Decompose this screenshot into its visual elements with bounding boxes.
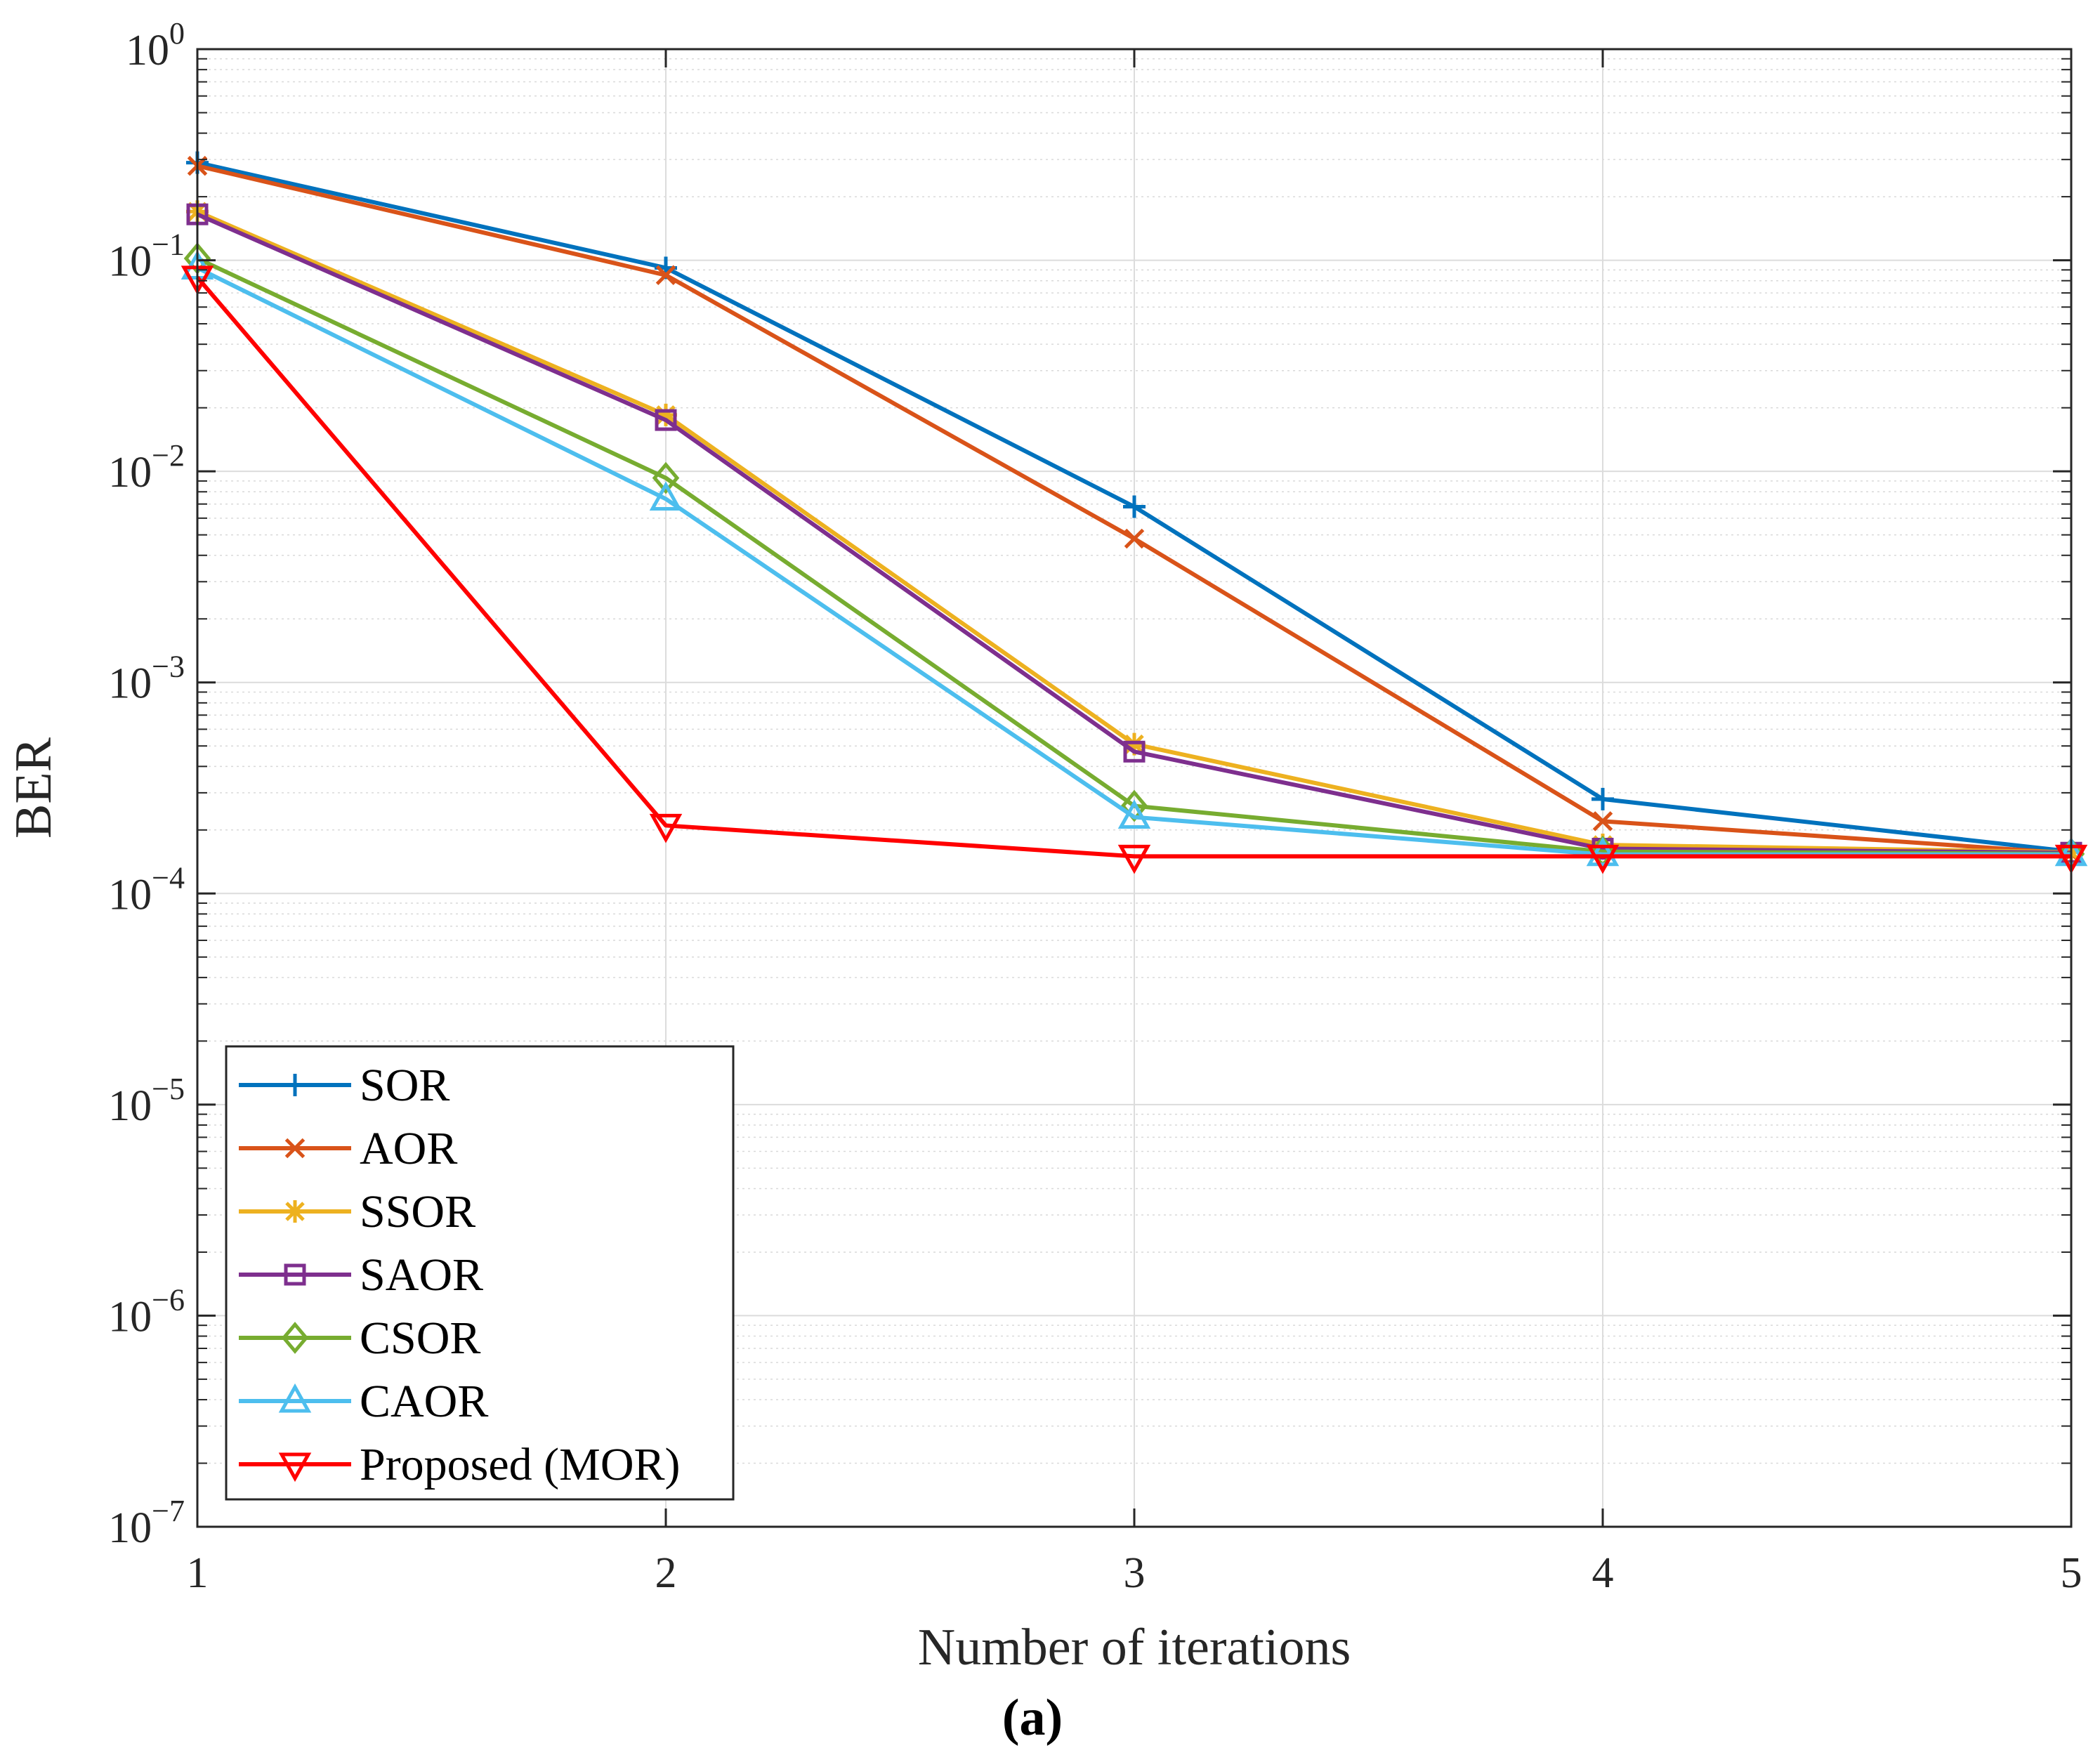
x-axis-title: Number of iterations — [918, 1619, 1351, 1676]
data-point-proposed-mor — [1586, 844, 1620, 874]
data-point-caor — [649, 481, 683, 511]
legend-item-proposed-mor: Proposed (MOR) — [239, 1439, 681, 1490]
y-tick-exponent: −2 — [152, 438, 185, 473]
y-tick-base: 10 — [108, 1504, 152, 1552]
y-tick-exponent: −5 — [152, 1072, 185, 1106]
y-tick-label: 10−2 — [108, 438, 185, 497]
legend-label: SSOR — [360, 1186, 475, 1237]
data-point-saor — [655, 409, 677, 431]
legend-marker — [284, 1263, 306, 1286]
legend-item-caor: CAOR — [239, 1376, 488, 1427]
data-point-aor — [1592, 811, 1613, 832]
data-point-caor — [1117, 799, 1151, 829]
legend-marker — [278, 1452, 312, 1483]
x-tick-label: 3 — [1124, 1549, 1146, 1597]
y-tick-base: 10 — [108, 1293, 152, 1341]
data-point-aor — [655, 265, 676, 286]
legend-item-ssor: SSOR — [239, 1186, 475, 1237]
y-tick-exponent: −4 — [152, 860, 185, 895]
x-tick-label: 4 — [1592, 1549, 1614, 1597]
legend-label: Proposed (MOR) — [360, 1439, 681, 1490]
y-tick-label: 10−3 — [108, 650, 185, 708]
y-tick-base: 10 — [108, 449, 152, 497]
legend-marker — [278, 1383, 312, 1413]
legend-marker — [284, 1074, 306, 1096]
y-tick-label: 10−6 — [108, 1282, 185, 1341]
legend: SOR AOR SSOR SAOR CSOR CAOR Proposed (MOR) — [225, 1045, 735, 1501]
x-tick-label: 5 — [2061, 1549, 2082, 1597]
data-point-saor — [1123, 740, 1146, 763]
y-tick-base: 10 — [108, 1082, 152, 1130]
y-tick-label: 10−7 — [108, 1494, 185, 1552]
legend-label: CSOR — [360, 1313, 480, 1364]
y-tick-exponent: −6 — [152, 1282, 185, 1317]
legend-marker — [281, 1322, 309, 1354]
y-tick-label: 100 — [126, 16, 185, 74]
series-line-saor — [196, 212, 2072, 855]
legend-label: CAOR — [360, 1376, 488, 1427]
x-tick-label: 2 — [655, 1549, 677, 1597]
y-axis-title: BER — [5, 737, 63, 839]
data-point-aor — [1124, 528, 1145, 549]
legend-label: SAOR — [360, 1249, 483, 1301]
y-tick-label: 10−1 — [108, 228, 185, 286]
legend-label: SOR — [360, 1060, 449, 1111]
y-tick-base: 10 — [126, 27, 169, 74]
y-tick-base: 10 — [108, 871, 152, 919]
figure-caption: (a) — [1002, 1689, 1063, 1747]
y-tick-exponent: 0 — [169, 16, 185, 51]
data-point-sor — [1123, 495, 1146, 518]
legend-marker — [284, 1138, 306, 1159]
y-tick-label: 10−4 — [108, 860, 185, 919]
legend-item-aor: AOR — [239, 1123, 457, 1174]
data-point-proposed-mor — [649, 813, 683, 843]
y-tick-base: 10 — [108, 660, 152, 708]
x-tick-label: 1 — [187, 1549, 209, 1597]
y-tick-exponent: −3 — [152, 650, 185, 684]
series-line-proposed-mor — [195, 275, 2071, 859]
data-point-caor — [1586, 836, 1620, 867]
legend-label: AOR — [360, 1123, 457, 1174]
legend-marker — [284, 1200, 306, 1223]
data-point-proposed-mor — [1117, 844, 1151, 874]
y-tick-exponent: −7 — [152, 1494, 185, 1528]
legend-item-sor: SOR — [239, 1060, 449, 1111]
x-tick-labels: 1 2 3 4 5 — [187, 1549, 2082, 1597]
y-tick-base: 10 — [108, 238, 152, 286]
axis-ticks — [196, 48, 2073, 1528]
legend-item-csor: CSOR — [239, 1313, 480, 1364]
y-tick-exponent: −1 — [152, 228, 185, 262]
y-tick-label: 10−5 — [108, 1072, 185, 1130]
data-point-sor — [1592, 787, 1614, 810]
legend-item-saor: SAOR — [239, 1249, 483, 1301]
data-point-csor — [652, 461, 680, 494]
series-layer — [181, 151, 2088, 874]
